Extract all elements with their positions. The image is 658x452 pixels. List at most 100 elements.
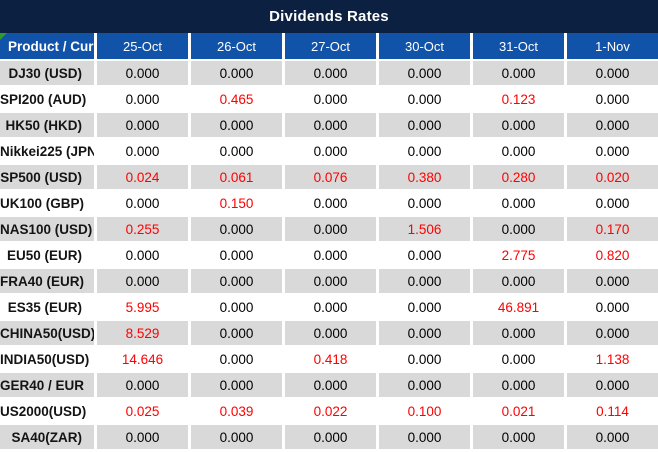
value-cell: 0.000 bbox=[470, 111, 564, 137]
product-cell: SA40(ZAR) bbox=[0, 423, 94, 449]
product-currency-header: Product / Currency bbox=[0, 33, 94, 59]
value-cell: 0.000 bbox=[376, 371, 470, 397]
value-cell: 0.000 bbox=[94, 371, 188, 397]
value-cell: 0.000 bbox=[282, 267, 376, 293]
value-cell: 0.000 bbox=[94, 85, 188, 111]
value-cell: 0.024 bbox=[94, 163, 188, 189]
value-cell: 0.150 bbox=[188, 189, 282, 215]
product-currency-header-label: Product / Currency bbox=[8, 38, 94, 54]
table-row: DJ30 (USD) 0.000 0.000 0.000 0.000 0.000 0.000 bbox=[0, 59, 658, 85]
date-column-header: 1-Nov bbox=[564, 33, 658, 59]
table-row: US2000(USD) 0.025 0.039 0.022 0.100 0.021 0.11… bbox=[0, 397, 658, 423]
table-row: SA40(ZAR) 0.000 0.000 0.000 0.000 0.000 0.000 bbox=[0, 423, 658, 449]
value-cell: 0.000 bbox=[282, 59, 376, 85]
value-cell: 0.000 bbox=[188, 423, 282, 449]
value-cell: 0.000 bbox=[282, 319, 376, 345]
value-cell: 0.000 bbox=[188, 267, 282, 293]
value-cell: 0.000 bbox=[376, 267, 470, 293]
value-cell: 0.000 bbox=[564, 319, 658, 345]
product-cell: ES35 (EUR) bbox=[0, 293, 94, 319]
value-cell: 0.170 bbox=[564, 215, 658, 241]
value-cell: 0.000 bbox=[470, 137, 564, 163]
value-cell: 0.000 bbox=[564, 423, 658, 449]
green-corner-flag-icon bbox=[0, 33, 7, 40]
value-cell: 0.000 bbox=[376, 111, 470, 137]
table-row: SP500 (USD) 0.024 0.061 0.076 0.380 0.280 0.02… bbox=[0, 163, 658, 189]
page-title: Dividends Rates bbox=[0, 0, 658, 33]
value-cell: 0.000 bbox=[564, 59, 658, 85]
value-cell: 0.000 bbox=[564, 111, 658, 137]
value-cell: 0.000 bbox=[282, 85, 376, 111]
product-cell: FRA40 (EUR) bbox=[0, 267, 94, 293]
value-cell: 0.000 bbox=[94, 137, 188, 163]
product-cell: US2000(USD) bbox=[0, 397, 94, 423]
value-cell: 0.000 bbox=[282, 241, 376, 267]
value-cell: 2.775 bbox=[470, 241, 564, 267]
value-cell: 1.506 bbox=[376, 215, 470, 241]
value-cell: 0.000 bbox=[188, 241, 282, 267]
value-cell: 0.022 bbox=[282, 397, 376, 423]
table-row: SPI200 (AUD) 0.000 0.465 0.000 0.000 0.123 0.0… bbox=[0, 85, 658, 111]
product-cell: SP500 (USD) bbox=[0, 163, 94, 189]
value-cell: 0.000 bbox=[470, 319, 564, 345]
value-cell: 0.000 bbox=[376, 319, 470, 345]
date-column-header: 30-Oct bbox=[376, 33, 470, 59]
date-column-header: 26-Oct bbox=[188, 33, 282, 59]
product-cell: SPI200 (AUD) bbox=[0, 85, 94, 111]
dividends-table: Product / Currency 25-Oct26-Oct27-Oct30-… bbox=[0, 33, 658, 449]
value-cell: 0.000 bbox=[470, 423, 564, 449]
product-cell: DJ30 (USD) bbox=[0, 59, 94, 85]
value-cell: 0.061 bbox=[188, 163, 282, 189]
value-cell: 0.000 bbox=[564, 189, 658, 215]
product-cell: INDIA50(USD) bbox=[0, 345, 94, 371]
value-cell: 0.000 bbox=[188, 345, 282, 371]
product-cell: Nikkei225 (JPN) bbox=[0, 137, 94, 163]
value-cell: 0.000 bbox=[188, 319, 282, 345]
value-cell: 46.891 bbox=[470, 293, 564, 319]
value-cell: 0.418 bbox=[282, 345, 376, 371]
value-cell: 0.000 bbox=[470, 371, 564, 397]
value-cell: 0.000 bbox=[470, 345, 564, 371]
value-cell: 0.280 bbox=[470, 163, 564, 189]
table-row: NAS100 (USD) 0.255 0.000 0.000 1.506 0.000 0.1… bbox=[0, 215, 658, 241]
value-cell: 0.000 bbox=[376, 137, 470, 163]
value-cell: 0.380 bbox=[376, 163, 470, 189]
date-column-header: 27-Oct bbox=[282, 33, 376, 59]
table-row: Nikkei225 (JPN) 0.000 0.000 0.000 0.000 0.000… bbox=[0, 137, 658, 163]
value-cell: 0.000 bbox=[376, 423, 470, 449]
table-row: EU50 (EUR) 0.000 0.000 0.000 0.000 2.775 0.820 bbox=[0, 241, 658, 267]
value-cell: 0.000 bbox=[376, 241, 470, 267]
value-cell: 0.000 bbox=[94, 423, 188, 449]
value-cell: 0.000 bbox=[94, 267, 188, 293]
value-cell: 0.000 bbox=[282, 111, 376, 137]
value-cell: 0.000 bbox=[188, 293, 282, 319]
value-cell: 0.000 bbox=[188, 137, 282, 163]
date-column-header: 31-Oct bbox=[470, 33, 564, 59]
product-cell: CHINA50(USD) bbox=[0, 319, 94, 345]
value-cell: 0.123 bbox=[470, 85, 564, 111]
value-cell: 0.000 bbox=[376, 85, 470, 111]
table-row: GER40 / EUR 0.000 0.000 0.000 0.000 0.000 0.00… bbox=[0, 371, 658, 397]
value-cell: 0.465 bbox=[188, 85, 282, 111]
value-cell: 0.000 bbox=[376, 189, 470, 215]
table-row: CHINA50(USD) 8.529 0.000 0.000 0.000 0.000 0.0… bbox=[0, 319, 658, 345]
product-cell: NAS100 (USD) bbox=[0, 215, 94, 241]
value-cell: 0.000 bbox=[282, 423, 376, 449]
value-cell: 0.000 bbox=[188, 371, 282, 397]
value-cell: 0.000 bbox=[470, 59, 564, 85]
table-row: ES35 (EUR) 5.995 0.000 0.000 0.000 46.891 0.00… bbox=[0, 293, 658, 319]
table-header-row: Product / Currency 25-Oct26-Oct27-Oct30-… bbox=[0, 33, 658, 59]
value-cell: 0.076 bbox=[282, 163, 376, 189]
value-cell: 0.000 bbox=[376, 345, 470, 371]
value-cell: 0.000 bbox=[94, 241, 188, 267]
value-cell: 0.000 bbox=[188, 215, 282, 241]
value-cell: 0.000 bbox=[282, 371, 376, 397]
value-cell: 0.000 bbox=[94, 111, 188, 137]
value-cell: 0.000 bbox=[564, 137, 658, 163]
product-cell: HK50 (HKD) bbox=[0, 111, 94, 137]
value-cell: 0.000 bbox=[564, 371, 658, 397]
value-cell: 0.021 bbox=[470, 397, 564, 423]
value-cell: 0.100 bbox=[376, 397, 470, 423]
value-cell: 0.000 bbox=[94, 59, 188, 85]
